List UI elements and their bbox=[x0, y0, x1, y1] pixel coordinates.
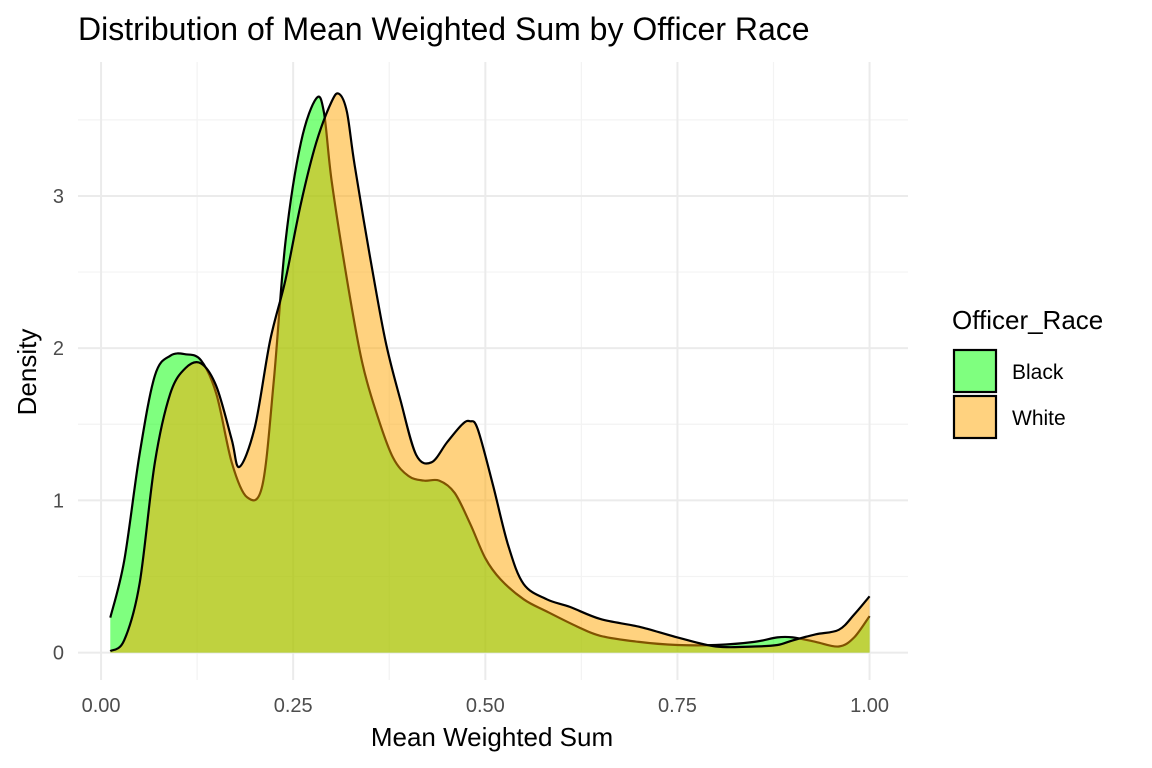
y-tick-label: 3 bbox=[53, 186, 64, 208]
legend-key-white bbox=[952, 394, 998, 440]
y-tick-label: 2 bbox=[53, 338, 64, 360]
y-tick-label: 1 bbox=[53, 490, 64, 512]
x-tick-label: 0.50 bbox=[466, 695, 505, 717]
legend-label-black: Black bbox=[1012, 361, 1064, 384]
legend-title: Officer_Race bbox=[952, 305, 1103, 335]
x-tick-label: 0.00 bbox=[82, 695, 121, 717]
legend: Officer_Race Black White bbox=[952, 305, 1103, 440]
x-axis-title: Mean Weighted Sum bbox=[371, 722, 613, 752]
y-tick-label: 0 bbox=[53, 643, 64, 665]
axis-ticks: 0.00 0.25 0.50 0.75 1.00 0 1 2 3 bbox=[53, 186, 889, 717]
density-areas bbox=[109, 92, 871, 653]
chart-title: Distribution of Mean Weighted Sum by Off… bbox=[78, 11, 810, 47]
x-tick-label: 0.75 bbox=[658, 695, 697, 717]
x-tick-label: 0.25 bbox=[274, 695, 313, 717]
legend-label-white: White bbox=[1012, 407, 1066, 430]
y-axis-title: Density bbox=[12, 329, 42, 416]
density-line-white bbox=[109, 92, 871, 653]
legend-key-black bbox=[952, 348, 998, 394]
density-area-white bbox=[110, 93, 870, 653]
x-tick-label: 1.00 bbox=[850, 695, 889, 717]
